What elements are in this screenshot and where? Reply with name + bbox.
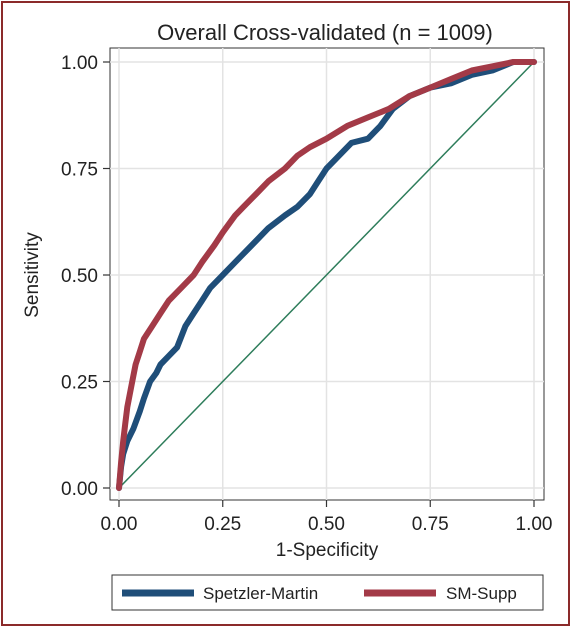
- y-tick-label: 0.50: [61, 266, 98, 287]
- chart-title: Overall Cross-validated (n = 1009): [157, 20, 493, 45]
- axis-ticks: 0.00 0.25 0.50 0.75 1.00 0.00 0.25 0.50 0.75 1.00: [61, 53, 552, 535]
- y-tick-label: 0.75: [61, 160, 98, 181]
- x-tick-label: 0.25: [204, 514, 241, 535]
- x-axis-title: 1-Specificity: [276, 540, 379, 561]
- x-tick-label: 0.75: [412, 514, 449, 535]
- legend-label-1: Spetzler-Martin: [203, 584, 318, 603]
- series-lines: [116, 59, 537, 491]
- y-tick-label: 0.00: [61, 479, 98, 500]
- reference-diagonal-line: [118, 61, 535, 489]
- legend-entries: Spetzler-Martin SM-Supp: [122, 584, 517, 603]
- y-tick-label: 1.00: [61, 53, 98, 74]
- x-tick-label: 1.00: [516, 514, 553, 535]
- y-tick-label: 0.25: [61, 373, 98, 394]
- y-axis-title: Sensitivity: [22, 232, 43, 318]
- x-tick-label: 0.00: [101, 514, 138, 535]
- legend-label-2: SM-Supp: [446, 584, 517, 603]
- x-tick-label: 0.50: [308, 514, 345, 535]
- series-line-2: [116, 59, 537, 491]
